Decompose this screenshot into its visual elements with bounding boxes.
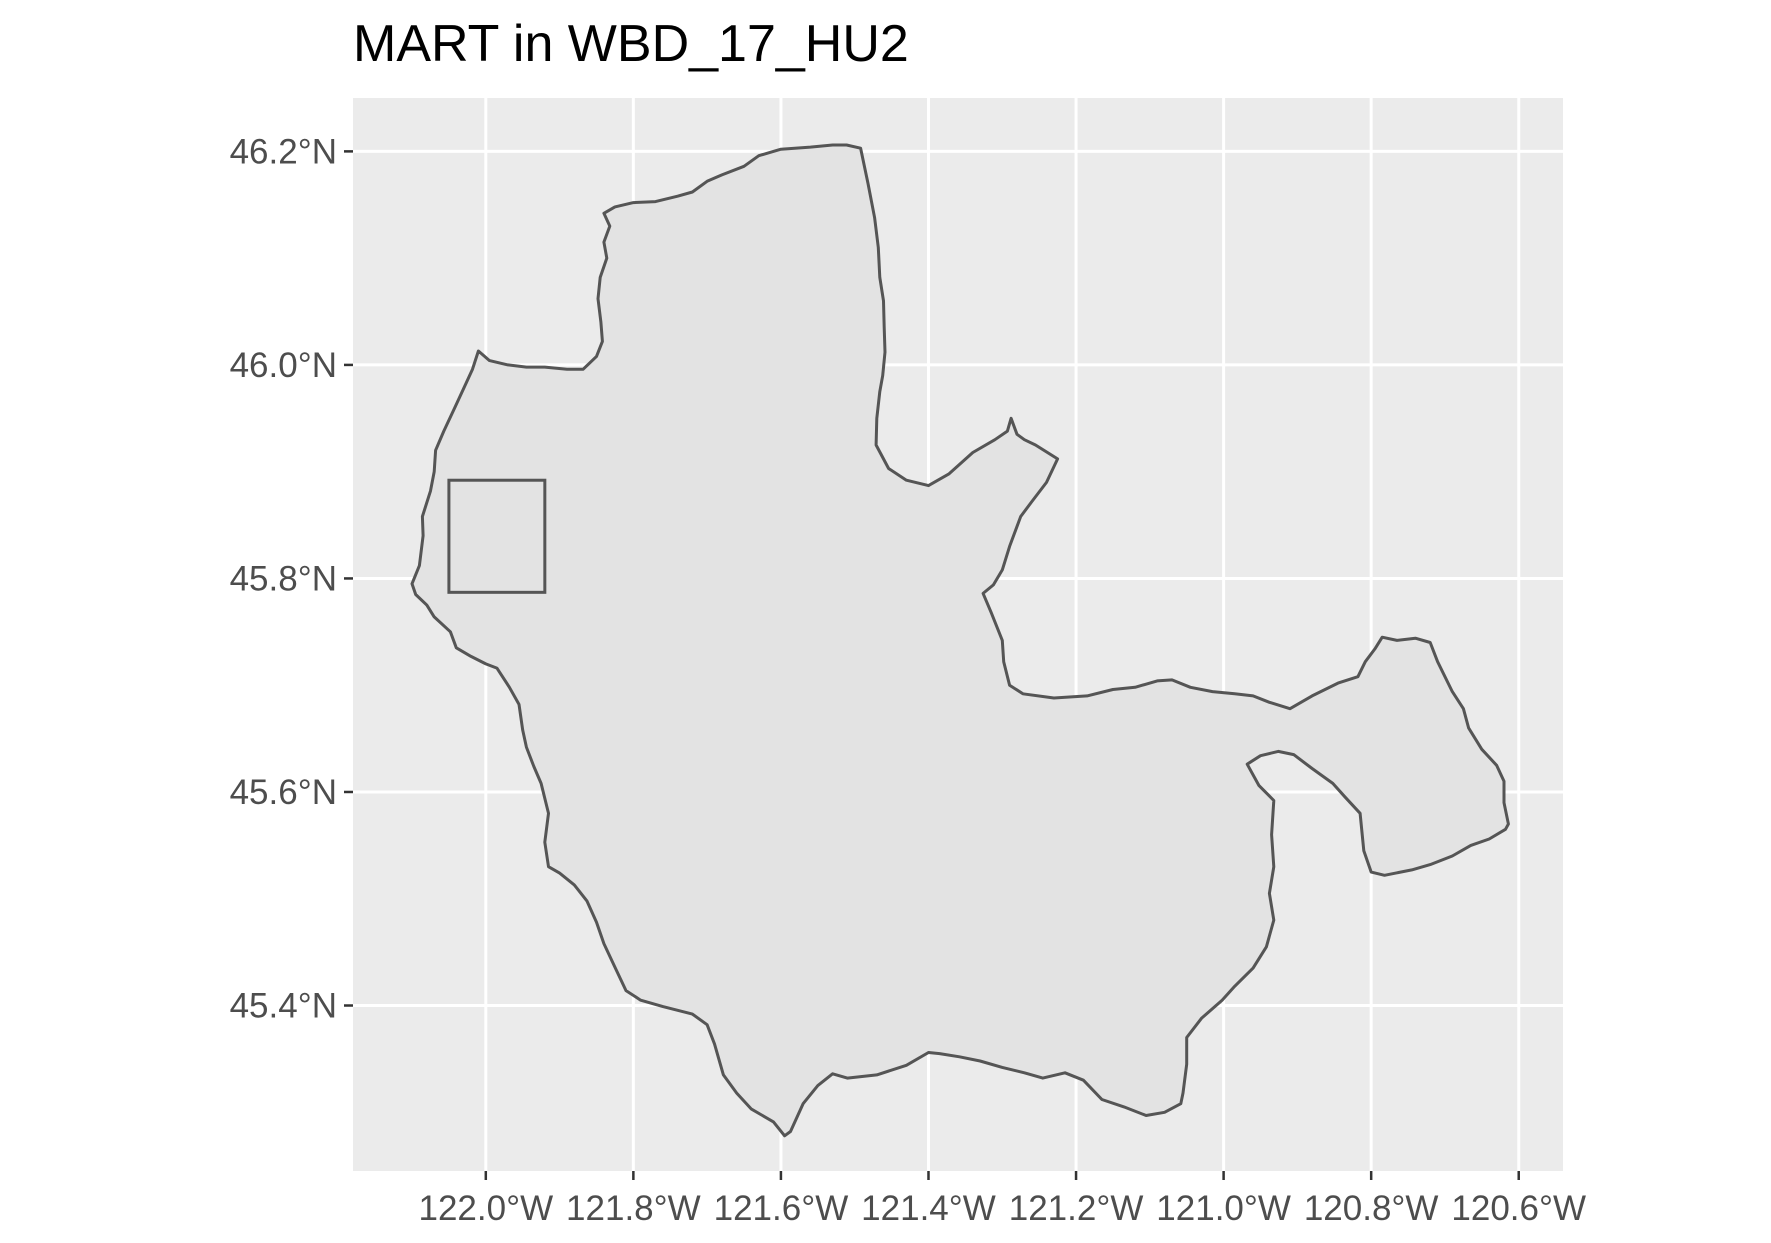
x-tick-label: 121.2°W [1009,1189,1144,1228]
map-title: MART in WBD_17_HU2 [353,15,909,73]
y-tick-label: 46.0°N [230,346,337,385]
y-axis: 46.2°N 46.0°N 45.8°N 45.6°N 45.4°N [230,132,353,1026]
x-tick-label: 122.0°W [418,1189,553,1228]
x-tick-label: 120.8°W [1304,1189,1439,1228]
x-tick-label: 121.8°W [566,1189,701,1228]
x-tick-label: 121.0°W [1156,1189,1291,1228]
y-tick-label: 45.6°N [230,773,337,812]
y-tick-label: 45.4°N [230,987,337,1026]
site-bounding-box [447,478,547,594]
watershed-polygon [410,143,1510,1138]
y-tick-label: 46.2°N [230,132,337,171]
x-axis: 122.0°W 121.8°W 121.6°W 121.4°W 121.2°W 121.0… [418,1171,1586,1228]
x-tick-label: 121.4°W [861,1189,996,1228]
x-tick-label: 121.6°W [714,1189,849,1228]
y-tick-label: 45.8°N [230,559,337,598]
x-tick-label: 120.6°W [1451,1189,1586,1228]
